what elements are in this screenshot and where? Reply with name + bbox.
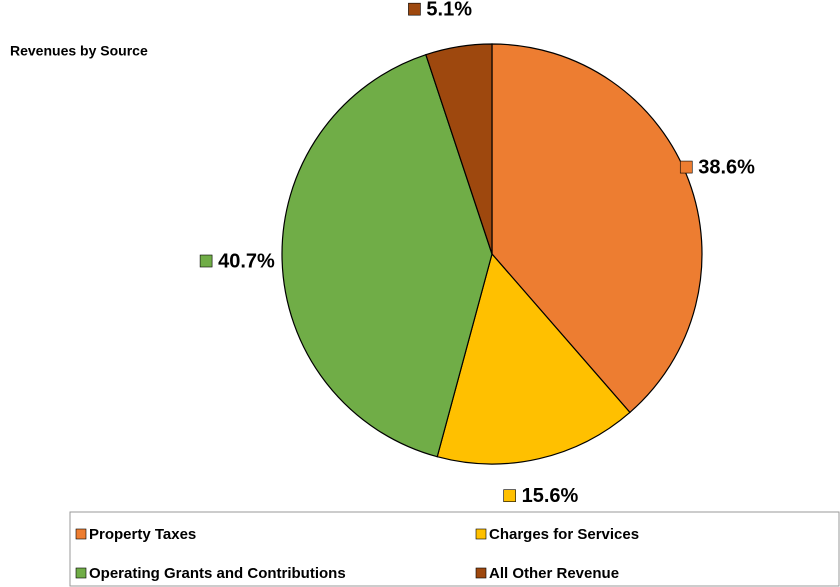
legend-label: Charges for Services [489,526,639,543]
pie-slice [436,252,631,465]
legend-box [69,511,840,587]
pie-slice [491,43,703,414]
legend-swatch [475,567,487,579]
legend-swatch [475,528,487,540]
pie-slice [425,43,493,255]
label-swatch [503,489,516,502]
label-swatch [679,160,693,174]
legend-label: All Other Revenue [489,565,619,582]
pie-slice [281,53,493,458]
data-label: 38.6% [698,156,755,178]
data-label: 5.1% [426,0,472,20]
data-label: 15.6% [522,485,579,507]
label-swatch [199,254,213,268]
legend-swatch [75,528,87,540]
chart-title: Revenues by Source [10,43,148,59]
label-swatch [408,2,421,16]
data-label: 40.7% [218,250,275,272]
legend-label: Property Taxes [89,526,196,543]
legend-label: Operating Grants and Contributions [89,565,346,582]
legend-swatch [75,567,87,579]
